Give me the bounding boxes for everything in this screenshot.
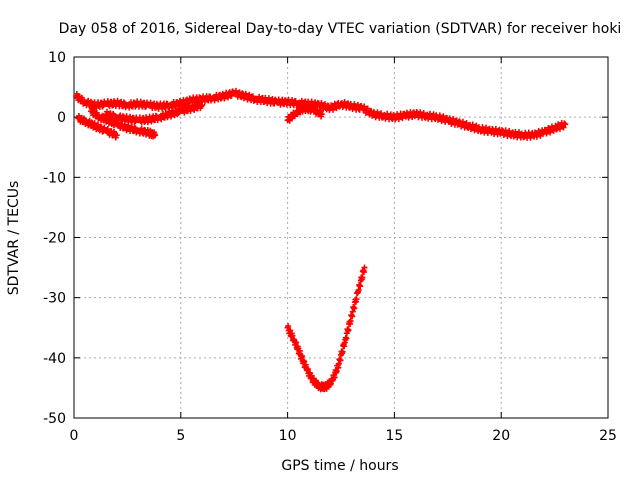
data-point	[337, 357, 344, 364]
y-tick-label: 0	[57, 110, 66, 126]
series-arc-mid	[284, 102, 325, 124]
data-point	[293, 339, 300, 346]
data-point	[120, 99, 127, 106]
data-point	[99, 103, 106, 110]
series-arc-low-2	[88, 105, 159, 140]
y-tick-label: 10	[48, 50, 66, 66]
y-tick-label: -30	[43, 291, 66, 307]
data-point	[339, 348, 346, 355]
data-point	[361, 264, 368, 271]
x-tick-label: 15	[385, 428, 403, 444]
data-point	[359, 274, 366, 281]
series-arc-low-1	[75, 112, 120, 141]
data-point	[353, 296, 360, 303]
data-point	[174, 111, 181, 118]
data-points	[73, 87, 569, 393]
series-arc-main	[73, 87, 569, 141]
data-point	[198, 103, 205, 110]
data-point	[152, 132, 159, 139]
data-point	[561, 120, 568, 127]
data-point	[560, 124, 567, 131]
x-tick-label: 5	[176, 428, 185, 444]
series-arc-low-3	[103, 101, 206, 126]
data-point	[343, 335, 350, 342]
chart-title: Day 058 of 2016, Sidereal Day-to-day VTE…	[59, 21, 622, 37]
data-point	[331, 374, 338, 381]
axis-ticks: 0 5 10 15 20 25 10 0 -10 -20 -30 -40 -50	[43, 50, 617, 444]
data-point	[333, 368, 340, 375]
data-point	[463, 119, 470, 126]
y-axis-label: SDTVAR / TECUs	[6, 181, 22, 296]
x-axis-label: GPS time / hours	[281, 458, 398, 474]
data-point	[280, 100, 287, 107]
x-tick-label: 0	[70, 428, 79, 444]
data-point	[199, 102, 206, 109]
data-point	[187, 107, 194, 114]
x-tick-label: 20	[492, 428, 510, 444]
data-point	[299, 353, 306, 360]
data-point	[113, 132, 120, 139]
y-tick-label: -20	[43, 231, 66, 247]
data-point	[131, 124, 138, 131]
data-point	[318, 111, 325, 118]
x-tick-label: 10	[279, 428, 297, 444]
y-tick-label: -40	[43, 351, 66, 367]
data-point	[562, 121, 569, 128]
x-tick-label: 25	[599, 428, 617, 444]
data-point	[347, 317, 354, 324]
y-tick-label: -50	[43, 411, 66, 427]
data-point	[351, 305, 358, 312]
data-point	[357, 283, 364, 290]
series-arc-dip	[284, 264, 368, 393]
y-tick-label: -10	[43, 170, 66, 186]
data-point	[345, 326, 352, 333]
